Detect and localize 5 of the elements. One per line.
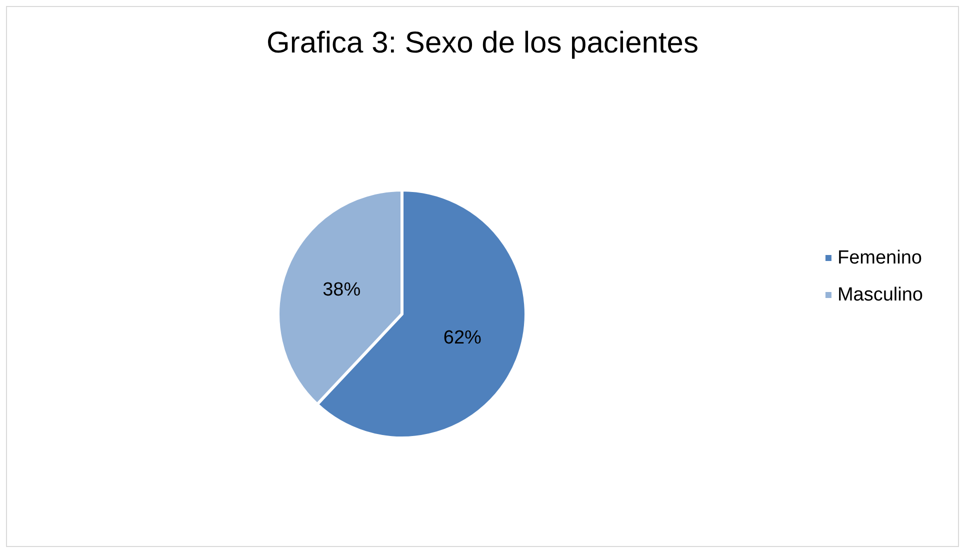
legend-label: Masculino xyxy=(837,284,924,306)
data-label: 38% xyxy=(322,280,361,301)
chart-title: Grafica 3: Sexo de los pacientes xyxy=(266,26,698,60)
data-label: 62% xyxy=(443,327,482,348)
legend-label: Femenino xyxy=(837,248,922,268)
